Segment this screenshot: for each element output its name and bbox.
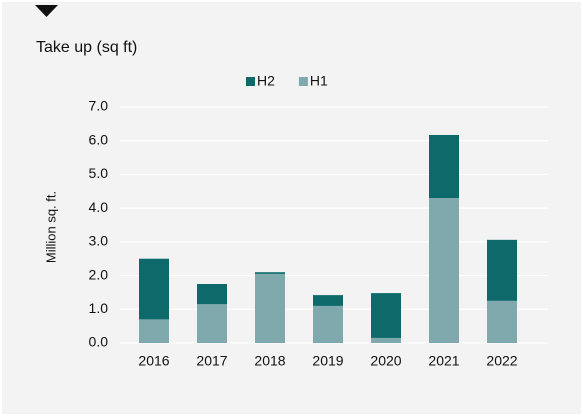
bar-segment xyxy=(313,305,343,343)
y-tick-label: 6.0 xyxy=(89,131,109,147)
y-tick-label: 7.0 xyxy=(89,98,109,114)
x-tick-label: 2016 xyxy=(138,353,169,369)
collapse-arrow xyxy=(35,5,58,17)
bar-segment xyxy=(487,239,517,301)
y-tick-label: 4.0 xyxy=(89,199,109,215)
y-tick-label: 1.0 xyxy=(89,300,109,316)
x-tick-label: 2017 xyxy=(196,353,227,369)
y-tick-label: 3.0 xyxy=(89,233,109,249)
chart-title: Take up (sq ft) xyxy=(36,39,137,56)
bar-segment xyxy=(429,198,459,343)
bar-segment xyxy=(429,134,459,199)
y-axis-label: Million sq. ft. xyxy=(43,191,58,263)
x-tick-label: 2019 xyxy=(312,353,343,369)
x-tick-label: 2021 xyxy=(428,353,459,369)
bar-segment xyxy=(197,304,227,343)
legend-swatch xyxy=(298,77,308,86)
x-tick-label: 2022 xyxy=(486,353,517,369)
x-tick-label: 2018 xyxy=(254,353,285,369)
bar-segment xyxy=(139,258,169,320)
bar-segment xyxy=(313,295,343,306)
y-tick-label: 0.0 xyxy=(89,334,109,350)
bar-segment xyxy=(371,337,401,343)
legend-swatch xyxy=(246,77,255,86)
legend-label: H2 xyxy=(257,73,275,89)
bar-segment xyxy=(139,319,169,343)
y-tick-label: 2.0 xyxy=(89,266,109,282)
bar-segment xyxy=(255,272,285,274)
legend-label: H1 xyxy=(310,73,328,89)
y-tick-label: 5.0 xyxy=(89,165,109,181)
bar-segment xyxy=(487,300,517,343)
bar-segment xyxy=(371,293,401,338)
x-tick-label: 2020 xyxy=(370,353,401,369)
bar-segment xyxy=(197,284,227,305)
bar-segment xyxy=(255,273,285,343)
